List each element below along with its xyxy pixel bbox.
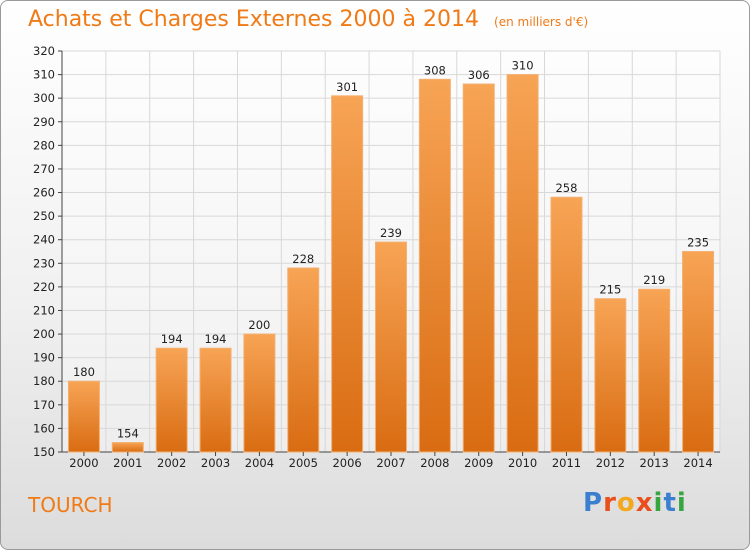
x-tick-label: 2013 xyxy=(640,456,669,470)
x-tick-label: 2006 xyxy=(332,456,361,470)
data-label: 154 xyxy=(117,427,139,441)
data-label: 194 xyxy=(161,332,183,346)
data-label: 200 xyxy=(248,318,270,332)
x-tick-label: 2012 xyxy=(596,456,625,470)
x-tick-label: 2014 xyxy=(683,456,712,470)
y-tick-label: 170 xyxy=(33,398,55,412)
y-tick-label: 250 xyxy=(33,209,55,223)
data-label: 194 xyxy=(205,332,227,346)
plot-area: 150 160 170 180 190 200 210 220 230 240 250 260 270 2… xyxy=(33,44,721,470)
x-tick-label: 2000 xyxy=(69,456,98,470)
commune-name: TOURCH xyxy=(28,493,113,517)
bar xyxy=(331,95,364,453)
bar xyxy=(682,251,715,453)
chart-title: Achats et Charges Externes 2000 à 2014 xyxy=(28,7,479,32)
title-block: Achats et Charges Externes 2000 à 2014 (… xyxy=(28,7,588,32)
y-tick-label: 290 xyxy=(33,115,55,129)
y-tick-label: 150 xyxy=(33,445,55,459)
data-label: 258 xyxy=(555,181,577,195)
x-tick-label: 2008 xyxy=(420,456,449,470)
y-tick-label: 300 xyxy=(33,91,55,105)
x-tick-label: 2007 xyxy=(376,456,405,470)
x-tick-label: 2009 xyxy=(464,456,493,470)
bar xyxy=(594,298,627,453)
bar xyxy=(199,347,232,453)
data-label: 306 xyxy=(468,68,490,82)
x-tick-label: 2004 xyxy=(245,456,274,470)
data-label: 228 xyxy=(292,252,314,266)
x-tick-label: 2001 xyxy=(113,456,142,470)
bar xyxy=(67,380,100,453)
bar xyxy=(155,347,188,453)
bar xyxy=(111,442,144,453)
y-tick-label: 210 xyxy=(33,303,55,317)
bar xyxy=(506,74,539,453)
y-tick-label: 180 xyxy=(33,374,55,388)
y-tick-label: 310 xyxy=(33,68,55,82)
y-tick-label: 200 xyxy=(33,327,55,341)
bar xyxy=(375,241,407,453)
proxiti-logo: Proxiti xyxy=(583,488,687,518)
data-label: 301 xyxy=(336,80,358,94)
data-label: 308 xyxy=(424,63,446,77)
y-tick-label: 280 xyxy=(33,138,55,152)
x-tick-label: 2005 xyxy=(289,456,318,470)
bar xyxy=(243,333,276,453)
data-label: 219 xyxy=(643,273,665,287)
data-label: 180 xyxy=(73,365,95,379)
bar xyxy=(462,83,495,453)
y-tick-label: 240 xyxy=(33,233,55,247)
chart-subtitle: (en milliers d'€) xyxy=(494,15,589,29)
x-tick-label: 2011 xyxy=(552,456,581,470)
bar xyxy=(418,78,451,453)
data-label: 310 xyxy=(512,59,534,73)
y-tick-label: 260 xyxy=(33,186,55,200)
data-label: 235 xyxy=(687,236,709,250)
x-tick-label: 2002 xyxy=(157,456,186,470)
y-tick-label: 160 xyxy=(33,421,55,435)
y-tick-label: 320 xyxy=(33,44,55,58)
bar xyxy=(638,288,671,453)
y-tick-label: 220 xyxy=(33,280,55,294)
bar xyxy=(550,196,583,453)
bar xyxy=(287,267,320,453)
data-label: 239 xyxy=(380,226,402,240)
x-tick-label: 2010 xyxy=(508,456,537,470)
x-tick-label: 2003 xyxy=(201,456,230,470)
data-label: 215 xyxy=(599,283,621,297)
y-tick-label: 270 xyxy=(33,162,55,176)
y-tick-label: 190 xyxy=(33,351,55,365)
y-tick-label: 230 xyxy=(33,256,55,270)
